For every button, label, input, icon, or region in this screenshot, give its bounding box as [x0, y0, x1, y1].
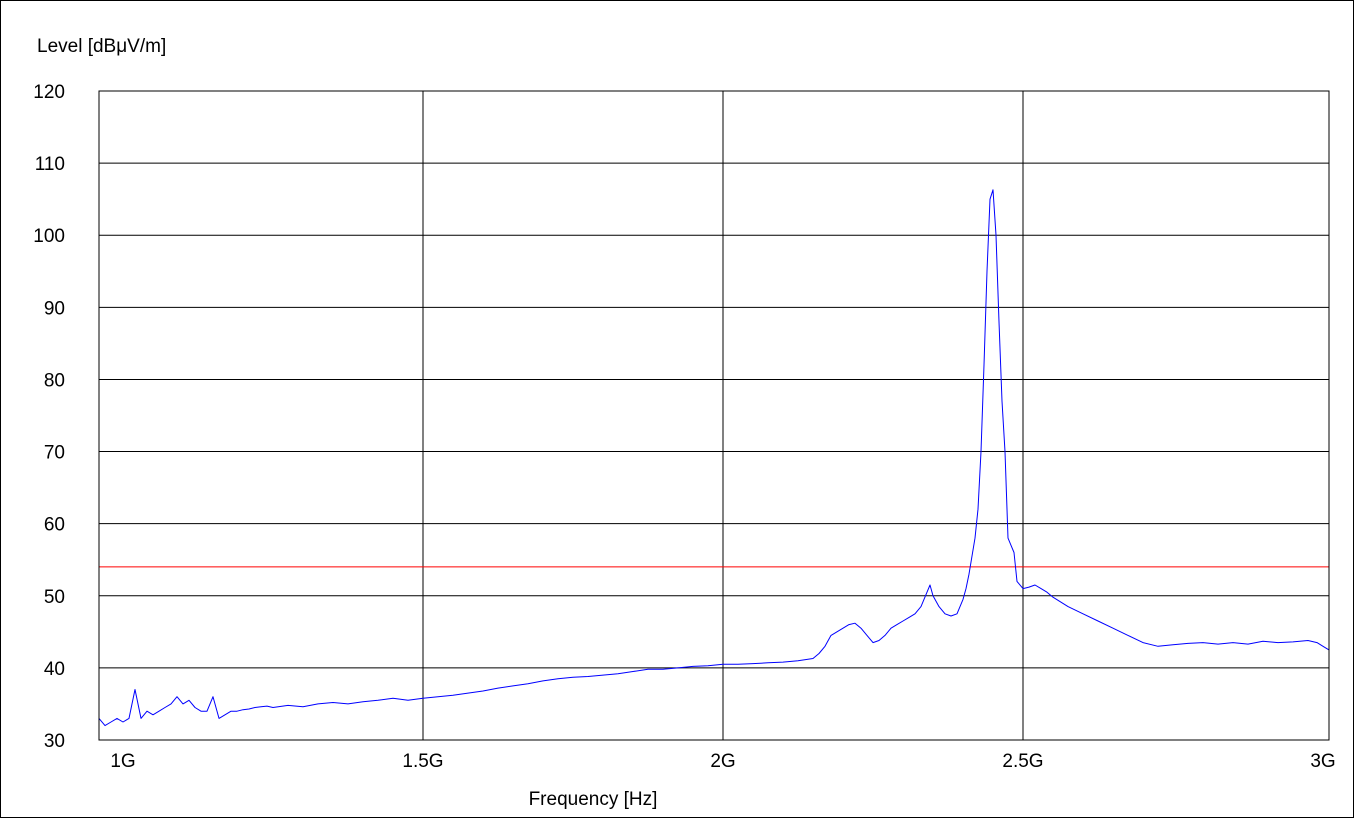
x-tick-label: 2.5G [1002, 751, 1043, 772]
y-tick-label: 70 [44, 443, 65, 464]
y-tick-label: 110 [35, 154, 65, 175]
series-line [98, 189, 1330, 727]
y-tick-label: 90 [44, 298, 65, 319]
x-tick-label: 1G [110, 751, 135, 772]
y-tick-label: 50 [44, 587, 65, 608]
y-tick-label: 40 [44, 659, 65, 680]
x-tick-label: 3G [1310, 751, 1335, 772]
plot-area-border [98, 90, 1330, 741]
y-tick-label: 60 [44, 515, 65, 536]
x-tick-labels: 1G 1.5G 2G 2.5G 3G [110, 751, 1335, 772]
x-tick-label: 2G [710, 751, 735, 772]
x-gridlines [422, 91, 1024, 740]
y-tick-label: 80 [44, 370, 65, 391]
x-axis-label: Frequency [Hz] [529, 789, 658, 810]
x-tick-label: 1.5G [402, 751, 443, 772]
y-tick-label: 120 [33, 82, 65, 103]
y-tick-label: 100 [33, 226, 65, 247]
y-axis-label: Level [dBμV/m] [37, 36, 166, 57]
y-tick-labels: 30 40 50 60 70 80 90 100 110 120 [33, 82, 65, 752]
y-tick-label: 30 [44, 731, 65, 752]
y-gridlines [99, 162, 1329, 669]
series-group [98, 189, 1330, 727]
